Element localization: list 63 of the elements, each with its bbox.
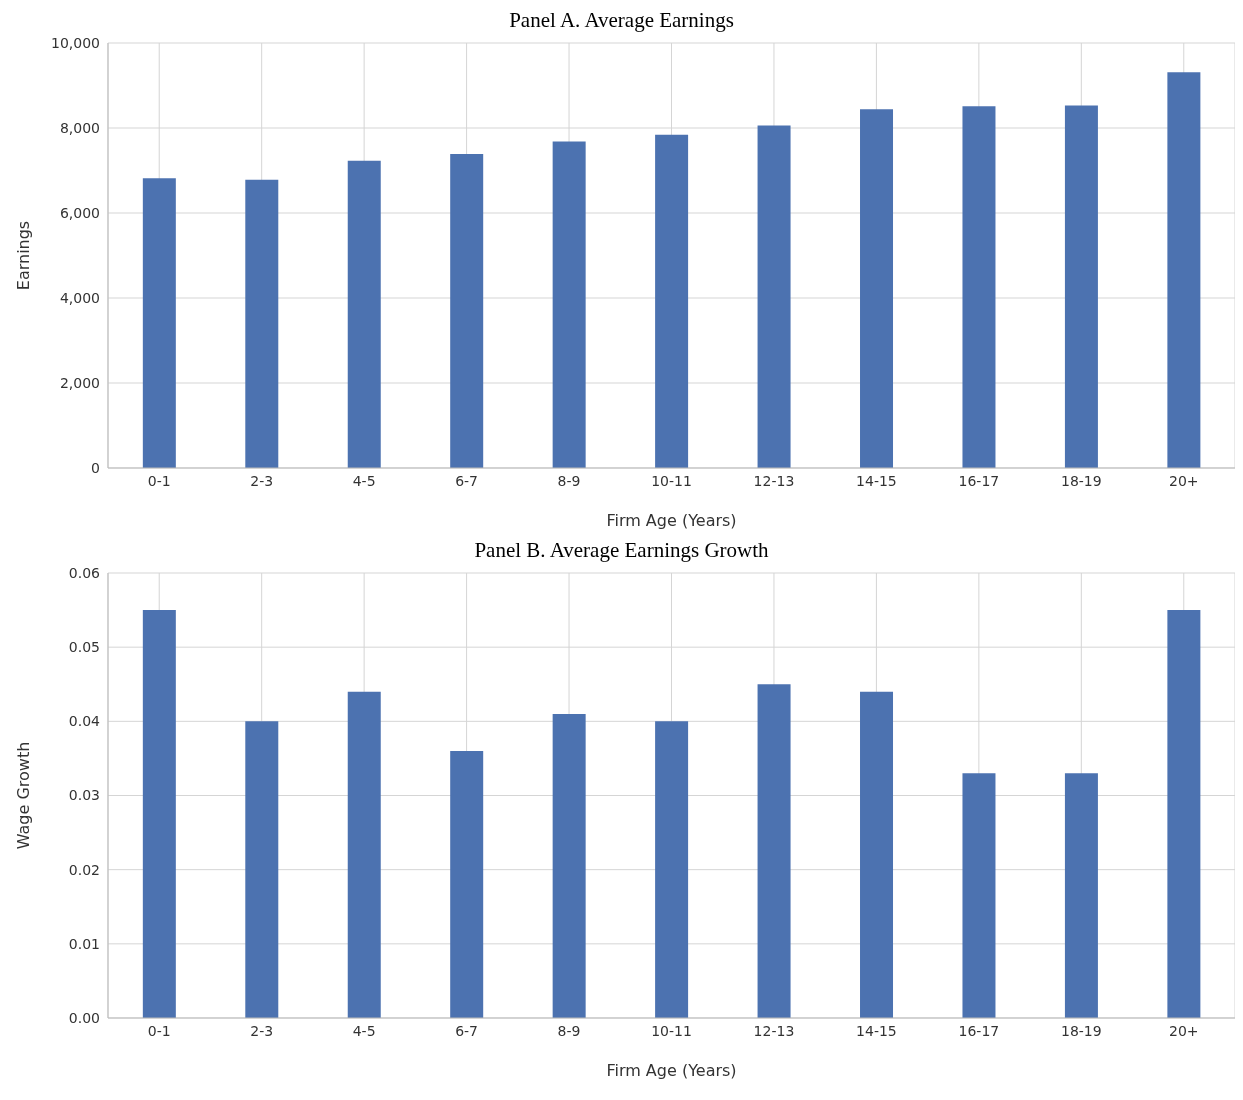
x-tick-label: 20+ — [1169, 472, 1199, 489]
bar — [347, 691, 381, 1018]
bar — [757, 125, 791, 468]
bar — [757, 684, 791, 1018]
bar — [142, 610, 176, 1018]
x-tick-label: 16-17 — [958, 472, 1000, 489]
bar — [860, 109, 894, 468]
x-tick-label: 4-5 — [352, 1022, 376, 1039]
bar — [1167, 610, 1201, 1018]
bar — [142, 178, 176, 468]
bar — [450, 751, 484, 1018]
bar — [450, 153, 484, 468]
x-tick-label: 8-9 — [557, 1022, 581, 1039]
x-tick-label: 2-3 — [250, 1022, 274, 1039]
x-tick-label: 14-15 — [856, 1022, 897, 1039]
x-tick-label: 6-7 — [455, 1022, 479, 1039]
x-tick-label: 14-15 — [856, 472, 897, 489]
chart-title: Panel B. Average Earnings Growth — [474, 538, 769, 562]
bar — [860, 691, 894, 1018]
y-tick-label: 0.01 — [68, 935, 100, 952]
bar — [1064, 773, 1098, 1018]
x-tick-label: 0-1 — [147, 472, 171, 489]
x-axis-title: Firm Age (Years) — [606, 511, 737, 530]
bar — [655, 134, 689, 468]
y-tick-label: 2,000 — [59, 374, 100, 391]
bar — [552, 141, 586, 468]
y-tick-label: 4,000 — [59, 289, 100, 306]
x-tick-label: 6-7 — [455, 472, 479, 489]
y-tick-label: 8,000 — [59, 119, 100, 136]
y-tick-label: 0.05 — [68, 639, 100, 656]
x-tick-label: 18-19 — [1060, 1022, 1102, 1039]
bar — [245, 721, 279, 1018]
y-tick-label: 10,000 — [51, 34, 100, 51]
x-tick-label: 16-17 — [958, 1022, 1000, 1039]
x-tick-label: 2-3 — [250, 472, 274, 489]
x-tick-label: 12-13 — [753, 1022, 795, 1039]
x-tick-label: 4-5 — [352, 472, 376, 489]
y-tick-label: 0.06 — [68, 564, 101, 581]
y-tick-label: 0.02 — [68, 861, 100, 878]
x-axis-title: Firm Age (Years) — [606, 1061, 737, 1080]
chart-title: Panel A. Average Earnings — [509, 8, 734, 32]
x-tick-label: 18-19 — [1060, 472, 1102, 489]
x-tick-label: 20+ — [1169, 1022, 1199, 1039]
bar — [552, 713, 586, 1018]
y-tick-label: 0.00 — [68, 1009, 100, 1026]
x-tick-label: 0-1 — [147, 1022, 171, 1039]
x-tick-label: 12-13 — [753, 472, 795, 489]
x-tick-label: 10-11 — [651, 472, 692, 489]
y-tick-label: 6,000 — [59, 204, 100, 221]
bar — [962, 773, 996, 1018]
bar — [1064, 105, 1098, 468]
x-tick-label: 8-9 — [557, 472, 581, 489]
bar — [962, 106, 996, 468]
bar — [347, 160, 381, 468]
bar — [1167, 72, 1201, 468]
bar — [245, 179, 279, 468]
y-tick-label: 0.04 — [68, 713, 101, 730]
y-axis-title: Earnings — [13, 220, 33, 291]
y-tick-label: 0.03 — [68, 787, 100, 804]
bar — [655, 721, 689, 1018]
x-tick-label: 10-11 — [651, 1022, 692, 1039]
y-tick-label: 0 — [91, 459, 100, 476]
y-axis-title: Wage Growth — [13, 741, 33, 850]
